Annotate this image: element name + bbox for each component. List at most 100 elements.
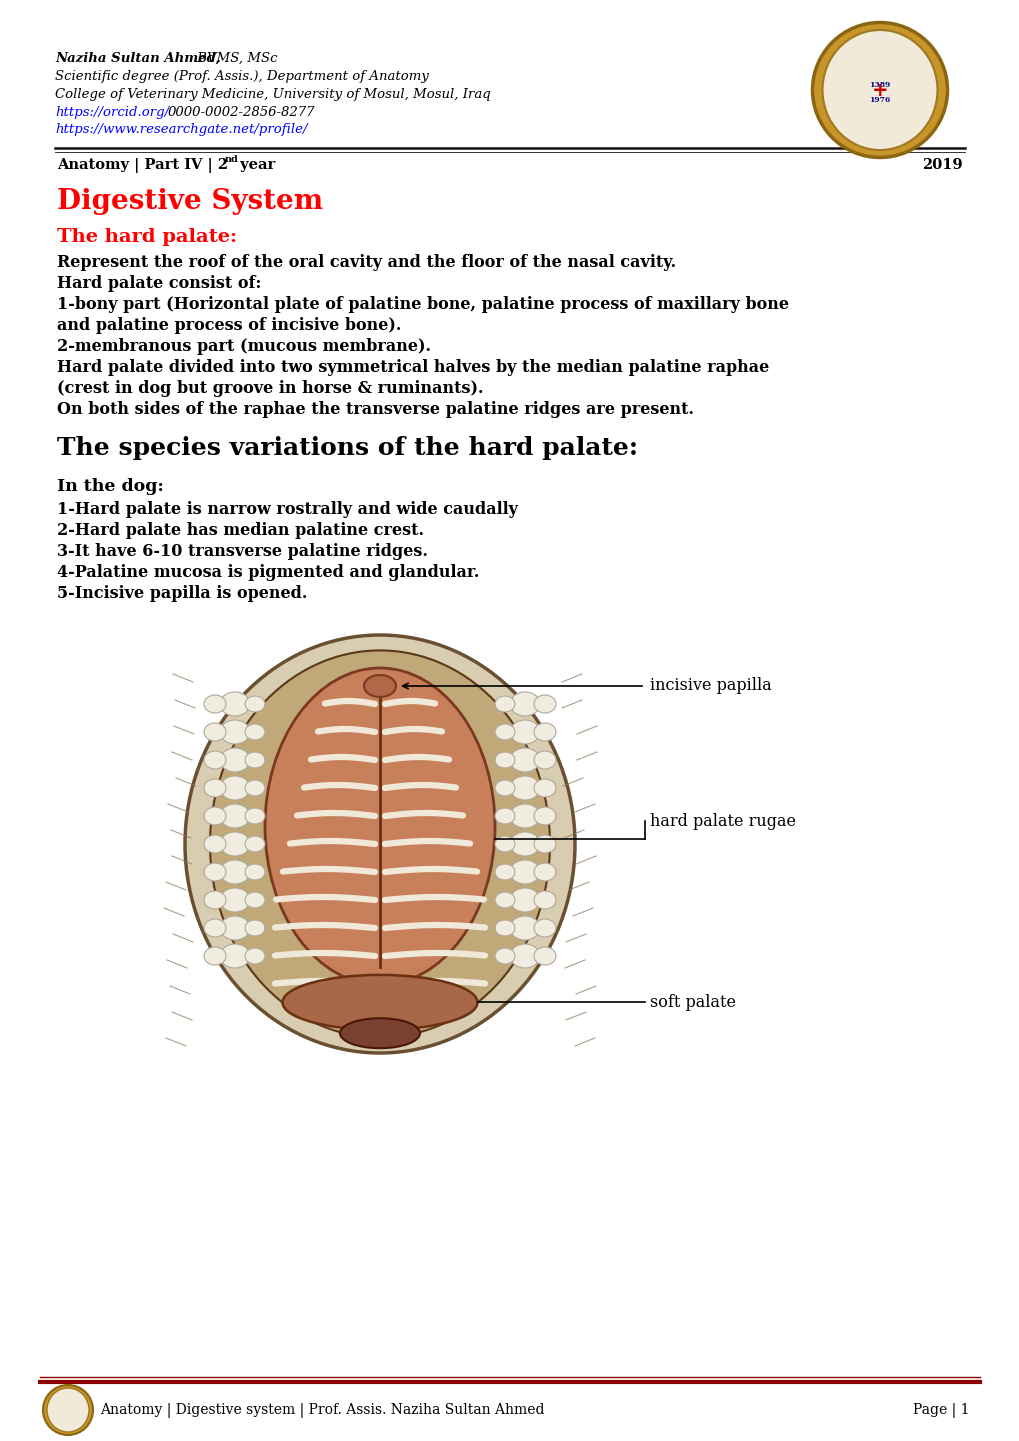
Ellipse shape [494, 836, 515, 852]
Ellipse shape [245, 808, 265, 824]
Text: (crest in dog but groove in horse & ruminants).: (crest in dog but groove in horse & rumi… [57, 380, 483, 398]
Ellipse shape [282, 976, 477, 1030]
Ellipse shape [510, 888, 539, 912]
Ellipse shape [220, 860, 250, 883]
Ellipse shape [534, 807, 555, 826]
Text: Scientific degree (Prof. Assis.), Department of Anatomy: Scientific degree (Prof. Assis.), Depart… [55, 71, 428, 84]
Ellipse shape [339, 1019, 420, 1048]
Ellipse shape [494, 865, 515, 880]
Ellipse shape [534, 891, 555, 909]
Ellipse shape [43, 1385, 93, 1435]
Text: BVMS, MSc: BVMS, MSc [193, 52, 277, 65]
Ellipse shape [204, 891, 226, 909]
Ellipse shape [821, 30, 936, 150]
Ellipse shape [534, 695, 555, 713]
Ellipse shape [245, 696, 265, 712]
Text: Hard palate consist of:: Hard palate consist of: [57, 275, 261, 293]
Ellipse shape [494, 892, 515, 908]
Ellipse shape [245, 892, 265, 908]
Ellipse shape [220, 944, 250, 968]
Text: Anatomy | Digestive system | Prof. Assis. Naziha Sultan Ahmed: Anatomy | Digestive system | Prof. Assis… [100, 1402, 544, 1418]
Ellipse shape [204, 947, 226, 965]
Text: 3-It have 6-10 transverse palatine ridges.: 3-It have 6-10 transverse palatine ridge… [57, 543, 427, 561]
Ellipse shape [245, 919, 265, 937]
Text: 1389: 1389 [868, 81, 890, 89]
Text: Naziha Sultan Ahmed,: Naziha Sultan Ahmed, [55, 52, 220, 65]
Text: 4-Palatine mucosa is pigmented and glandular.: 4-Palatine mucosa is pigmented and gland… [57, 563, 479, 581]
Ellipse shape [210, 650, 549, 1038]
Ellipse shape [494, 752, 515, 768]
Ellipse shape [220, 831, 250, 856]
Text: https://orcid.org/: https://orcid.org/ [55, 107, 169, 120]
Ellipse shape [510, 777, 539, 800]
Text: 1-bony part (Horizontal plate of palatine bone, palatine process of maxillary bo: 1-bony part (Horizontal plate of palatin… [57, 295, 789, 313]
Text: and palatine process of incisive bone).: and palatine process of incisive bone). [57, 317, 401, 334]
Ellipse shape [204, 723, 226, 741]
Ellipse shape [364, 674, 395, 697]
Text: Hard palate divided into two symmetrical halves by the median palatine raphae: Hard palate divided into two symmetrical… [57, 359, 768, 376]
Ellipse shape [494, 696, 515, 712]
Ellipse shape [220, 692, 250, 716]
Ellipse shape [534, 919, 555, 937]
Ellipse shape [220, 720, 250, 744]
Ellipse shape [534, 780, 555, 797]
Ellipse shape [494, 948, 515, 964]
Text: 2-Hard palate has median palatine crest.: 2-Hard palate has median palatine crest. [57, 522, 424, 539]
Text: year: year [234, 159, 275, 171]
Text: 1-Hard palate is narrow rostrally and wide caudally: 1-Hard palate is narrow rostrally and wi… [57, 501, 518, 517]
Ellipse shape [812, 23, 947, 157]
Ellipse shape [220, 804, 250, 829]
Ellipse shape [245, 723, 265, 741]
Ellipse shape [220, 888, 250, 912]
Text: Page | 1: Page | 1 [913, 1402, 969, 1418]
Ellipse shape [494, 723, 515, 741]
Ellipse shape [510, 692, 539, 716]
Text: 2-membranous part (mucous membrane).: 2-membranous part (mucous membrane). [57, 339, 431, 354]
Ellipse shape [534, 751, 555, 769]
Text: In the dog:: In the dog: [57, 478, 164, 496]
Text: 1976: 1976 [868, 97, 890, 104]
Text: The species variations of the hard palate:: The species variations of the hard palat… [57, 437, 637, 460]
Text: 2019: 2019 [921, 159, 962, 171]
Text: soft palate: soft palate [649, 994, 736, 1012]
Ellipse shape [184, 635, 575, 1053]
Ellipse shape [204, 863, 226, 880]
Ellipse shape [204, 807, 226, 826]
Text: nd: nd [225, 156, 238, 164]
Ellipse shape [220, 748, 250, 772]
Ellipse shape [510, 860, 539, 883]
Ellipse shape [220, 777, 250, 800]
Ellipse shape [204, 751, 226, 769]
Text: hard palate rugae: hard palate rugae [649, 813, 795, 830]
Ellipse shape [510, 720, 539, 744]
Ellipse shape [534, 947, 555, 965]
Ellipse shape [494, 808, 515, 824]
Text: https://www.researchgate.net/profile/: https://www.researchgate.net/profile/ [55, 122, 307, 135]
Ellipse shape [510, 748, 539, 772]
Ellipse shape [204, 780, 226, 797]
Ellipse shape [534, 723, 555, 741]
Ellipse shape [245, 752, 265, 768]
Ellipse shape [220, 916, 250, 940]
Ellipse shape [204, 919, 226, 937]
Ellipse shape [510, 804, 539, 829]
Text: 0000-0002-2856-8277: 0000-0002-2856-8277 [168, 107, 315, 120]
Text: +: + [871, 81, 888, 99]
Ellipse shape [534, 863, 555, 880]
Ellipse shape [510, 831, 539, 856]
Text: incisive papilla: incisive papilla [649, 677, 771, 695]
Ellipse shape [494, 780, 515, 795]
Ellipse shape [204, 695, 226, 713]
Ellipse shape [534, 834, 555, 853]
Text: Anatomy | Part IV | 2: Anatomy | Part IV | 2 [57, 159, 228, 173]
Text: College of Veterinary Medicine, University of Mosul, Mosul, Iraq: College of Veterinary Medicine, Universi… [55, 88, 490, 101]
Ellipse shape [510, 944, 539, 968]
Text: On both sides of the raphae the transverse palatine ridges are present.: On both sides of the raphae the transver… [57, 401, 693, 418]
Text: The hard palate:: The hard palate: [57, 228, 236, 246]
Ellipse shape [245, 948, 265, 964]
Text: Digestive System: Digestive System [57, 187, 323, 215]
Ellipse shape [245, 780, 265, 795]
Text: 5-Incisive papilla is opened.: 5-Incisive papilla is opened. [57, 585, 307, 602]
Ellipse shape [245, 865, 265, 880]
Ellipse shape [245, 836, 265, 852]
